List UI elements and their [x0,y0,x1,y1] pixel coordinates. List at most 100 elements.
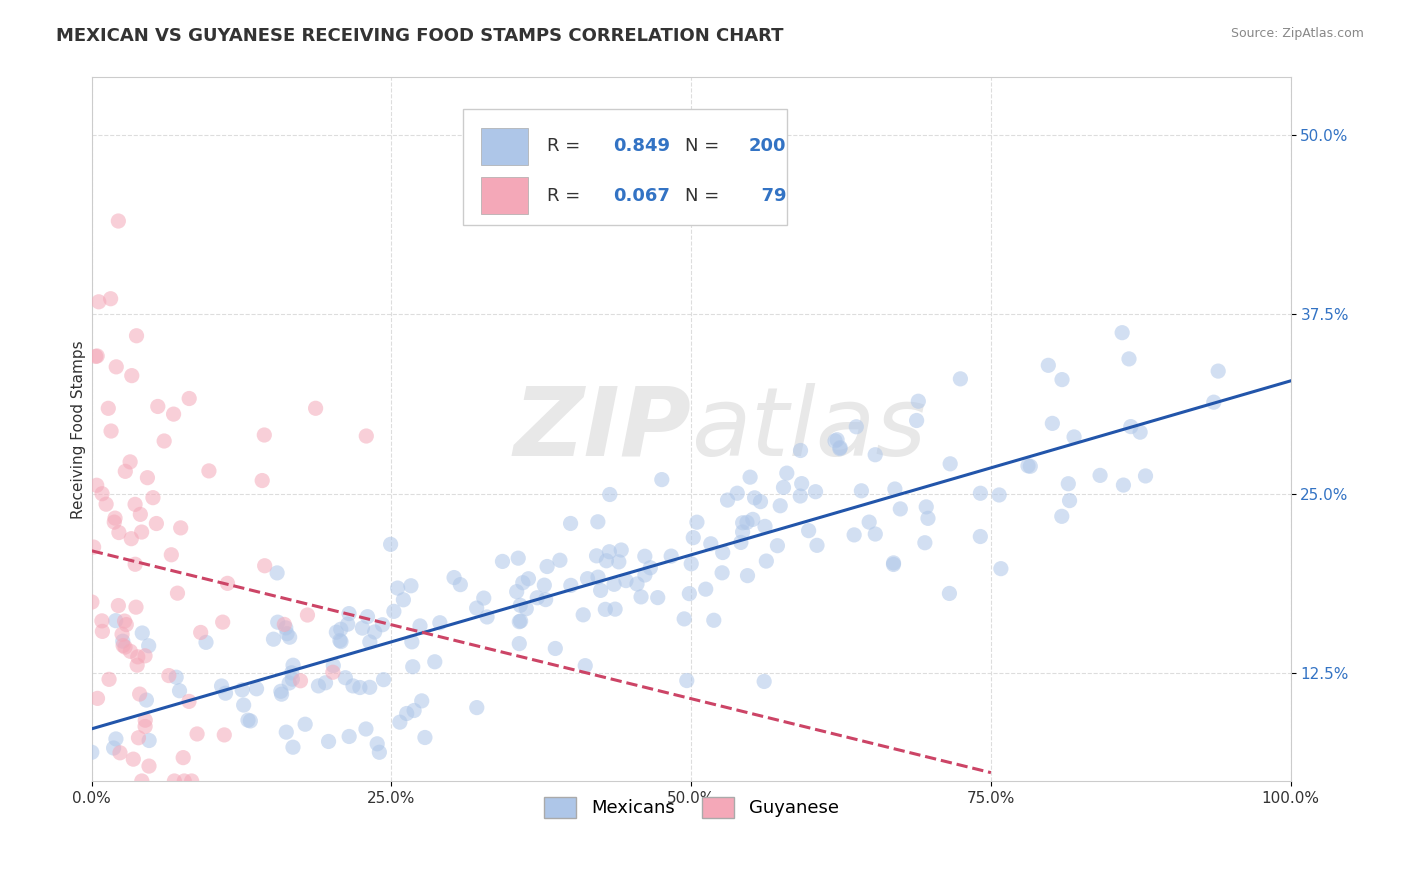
Point [80,595,103,609]
Point [214,686,236,700]
Point [509,599,531,613]
Point [830,441,852,455]
Point [969,529,991,543]
Point [731,516,754,530]
Point [700,537,723,551]
Text: MEXICAN VS GUYANESE RECEIVING FOOD STAMPS CORRELATION CHART: MEXICAN VS GUYANESE RECEIVING FOOD STAMP… [56,27,783,45]
Legend: Mexicans, Guyanese: Mexicans, Guyanese [537,789,846,825]
Point [114,464,136,478]
Point [371,617,394,632]
Point [789,489,811,503]
Point [1057,476,1080,491]
Point [380,537,402,551]
Point [146,400,169,414]
Point [105,359,128,374]
Point [211,615,233,629]
Point [120,532,142,546]
Point [86,349,108,363]
Point [177,694,200,708]
Point [585,549,607,563]
Point [97,401,120,416]
Text: N =: N = [685,137,725,155]
Point [266,566,288,580]
Point [198,464,221,478]
Point [84,350,107,364]
Point [352,621,374,635]
Point [741,512,763,526]
Point [1050,373,1073,387]
Text: 0.849: 0.849 [613,137,671,155]
Point [263,632,285,647]
Point [544,641,567,656]
Point [640,561,662,575]
Point [508,637,530,651]
Point [399,579,422,593]
Point [1063,430,1085,444]
FancyBboxPatch shape [481,178,529,214]
Text: 0.067: 0.067 [613,186,671,204]
Point [382,604,405,618]
Point [83,540,105,554]
Text: Source: ZipAtlas.com: Source: ZipAtlas.com [1230,27,1364,40]
Point [336,617,359,632]
Point [1019,459,1042,474]
Point [465,601,488,615]
Point [1038,359,1060,373]
Point [536,559,558,574]
Point [337,607,360,621]
Point [1206,364,1229,378]
Point [797,524,820,538]
Point [308,679,330,693]
Point [80,745,103,759]
Point [166,586,188,600]
Point [373,673,395,687]
Point [278,630,301,644]
Point [990,562,1012,576]
Point [342,679,364,693]
Point [634,568,657,582]
Point [626,577,648,591]
Point [1111,326,1133,340]
Point [790,476,813,491]
Point [883,482,905,496]
Point [1135,469,1157,483]
Point [115,617,138,632]
Point [907,394,929,409]
Point [94,497,117,511]
Point [281,658,304,673]
Point [125,600,148,615]
Point [337,730,360,744]
Point [413,731,436,745]
Point [423,655,446,669]
Point [363,624,385,639]
Point [91,486,114,500]
Point [127,658,149,673]
Point [472,591,495,605]
Text: 200: 200 [749,137,786,155]
Point [598,545,620,559]
Point [165,670,187,684]
Point [659,549,682,563]
Point [737,568,759,582]
Point [1118,351,1140,366]
Point [134,719,156,733]
Point [127,731,149,745]
Point [517,572,540,586]
Point [157,668,180,682]
Text: atlas: atlas [692,383,927,475]
Point [824,434,846,448]
Point [863,448,886,462]
Point [349,681,371,695]
Point [104,614,127,628]
Point [409,619,432,633]
Point [725,486,748,500]
Point [465,700,488,714]
Point [711,545,734,559]
Point [359,681,381,695]
Point [681,557,703,571]
Point [128,687,150,701]
Point [560,578,582,592]
Point [274,621,297,635]
Point [401,635,423,649]
Point [124,497,146,511]
